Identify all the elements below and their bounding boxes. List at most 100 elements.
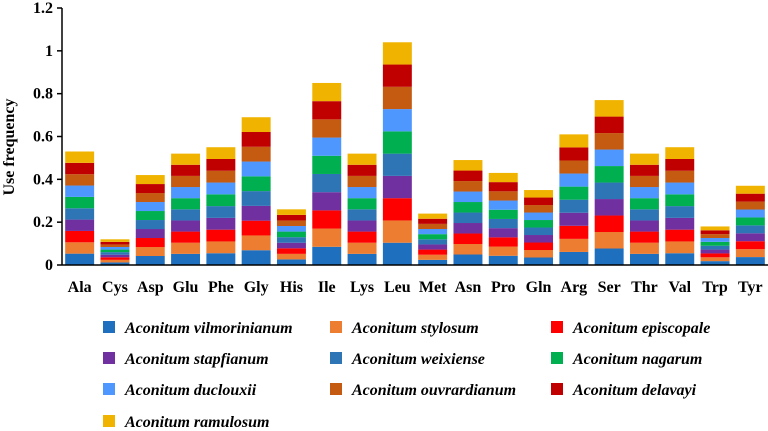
bar-gln-series-7	[524, 205, 554, 213]
bar-pro-series-0	[488, 255, 518, 265]
bar-asp-series-2	[135, 238, 165, 248]
bar-thr-series-3	[629, 220, 659, 232]
bar-ser-series-1	[594, 232, 624, 249]
bar-val-series-7	[665, 170, 695, 183]
bar-ile-series-2	[312, 210, 342, 229]
bar-asn-series-6	[453, 191, 483, 203]
bar-ser-series-2	[594, 215, 624, 233]
bar-ser-series-7	[594, 133, 624, 150]
bar-arg-series-8	[559, 147, 589, 161]
bar-lys-series-2	[347, 231, 377, 243]
bar-ile-series-7	[312, 119, 342, 138]
legend-swatch	[551, 383, 563, 395]
bar-ile-series-1	[312, 228, 342, 247]
bar-thr-series-7	[629, 175, 659, 188]
bar-his-series-8	[276, 214, 306, 221]
bar-arg-series-3	[559, 212, 589, 226]
bar-arg-series-7	[559, 160, 589, 174]
bar-tyr-series-1	[735, 249, 765, 258]
bar-pro-series-4	[488, 218, 518, 229]
bar-gln-series-0	[524, 257, 554, 265]
bar-phe-series-6	[206, 182, 236, 195]
bar-cys-series-8	[100, 241, 130, 245]
bar-trp-series-4	[700, 245, 730, 250]
bar-cys-series-4	[100, 252, 130, 255]
y-ticks-group: 0 0.2 0.4 0.6 0.8 1 1.2	[33, 0, 62, 274]
bar-gln-series-8	[524, 197, 554, 206]
y-tick-label: 1.2	[33, 0, 53, 17]
x-tick-label-asp: Asp	[137, 279, 164, 296]
bar-gly-series-5	[241, 176, 271, 192]
bar-trp-series-8	[700, 230, 730, 235]
bar-gln-series-6	[524, 212, 554, 221]
bar-glu-series-0	[171, 253, 201, 265]
bar-val-series-5	[665, 194, 695, 207]
bar-pro-series-2	[488, 237, 518, 247]
bar-val-series-0	[665, 253, 695, 265]
bar-ala-series-1	[65, 242, 95, 254]
bar-thr-series-1	[629, 242, 659, 254]
bar-cys-series-5	[100, 249, 130, 253]
bar-glu-series-6	[171, 187, 201, 199]
bar-gly-series-3	[241, 205, 271, 221]
bar-gln-series-2	[524, 242, 554, 251]
bar-phe-series-1	[206, 241, 236, 254]
bar-ala-series-6	[65, 185, 95, 197]
bar-asn-series-7	[453, 181, 483, 192]
legend-swatch	[103, 415, 115, 427]
bar-arg-series-9	[559, 134, 589, 148]
bar-leu-series-7	[382, 86, 412, 110]
bar-met-series-2	[418, 249, 448, 255]
bar-lys-series-1	[347, 242, 377, 254]
bar-met-series-4	[418, 239, 448, 245]
bar-val-series-8	[665, 158, 695, 171]
x-ticks-group: Ala Cys Asp Glu Phe Gly His Ile Lys Leu Met Asn Pro G…	[68, 279, 763, 296]
bar-pro-series-1	[488, 246, 518, 256]
bar-asp-series-5	[135, 211, 165, 221]
bar-ala-series-0	[65, 253, 95, 265]
bar-glu-series-7	[171, 175, 201, 188]
bar-glu-series-9	[171, 153, 201, 165]
bar-ser-series-3	[594, 199, 624, 216]
bar-asn-series-0	[453, 254, 483, 265]
bar-trp-series-0	[700, 261, 730, 265]
bar-met-series-0	[418, 259, 448, 265]
bar-gln-series-3	[524, 235, 554, 243]
legend-label: Aconitum episcopale	[572, 320, 710, 337]
bar-phe-series-9	[206, 147, 236, 159]
legend-label: Aconitum nagarum	[572, 351, 702, 368]
x-tick-label-trp: Trp	[702, 279, 728, 296]
bar-trp-series-1	[700, 257, 730, 262]
bar-val-series-9	[665, 147, 695, 159]
bar-leu-series-8	[382, 64, 412, 87]
bar-val-series-1	[665, 241, 695, 254]
bar-tyr-series-8	[735, 193, 765, 202]
bar-tyr-series-4	[735, 225, 765, 234]
bar-cys-series-0	[100, 262, 130, 265]
bar-asn-series-4	[453, 212, 483, 224]
y-tick-label: 1	[45, 43, 53, 60]
x-tick-label-ile: Ile	[318, 279, 336, 296]
bar-ser-series-5	[594, 166, 624, 183]
bar-glu-series-3	[171, 220, 201, 232]
bar-trp-series-9	[700, 226, 730, 231]
bar-glu-series-8	[171, 164, 201, 176]
bar-gly-series-2	[241, 220, 271, 236]
x-tick-label-lys: Lys	[350, 279, 374, 296]
bar-pro-series-7	[488, 191, 518, 201]
bar-asn-series-3	[453, 223, 483, 234]
bar-met-series-3	[418, 244, 448, 250]
bar-ser-series-6	[594, 149, 624, 167]
legend-label: Aconitum weixiense	[351, 351, 485, 368]
bar-trp-series-2	[700, 253, 730, 258]
bar-ile-series-6	[312, 137, 342, 156]
bar-thr-series-4	[629, 209, 659, 221]
bar-tyr-series-6	[735, 209, 765, 218]
bar-leu-series-9	[382, 42, 412, 65]
bar-cys-series-9	[100, 239, 130, 242]
bar-met-series-6	[418, 229, 448, 235]
x-tick-label-thr: Thr	[631, 279, 658, 296]
bar-lys-series-4	[347, 209, 377, 221]
bar-thr-series-0	[629, 253, 659, 265]
legend-swatch	[330, 352, 342, 364]
